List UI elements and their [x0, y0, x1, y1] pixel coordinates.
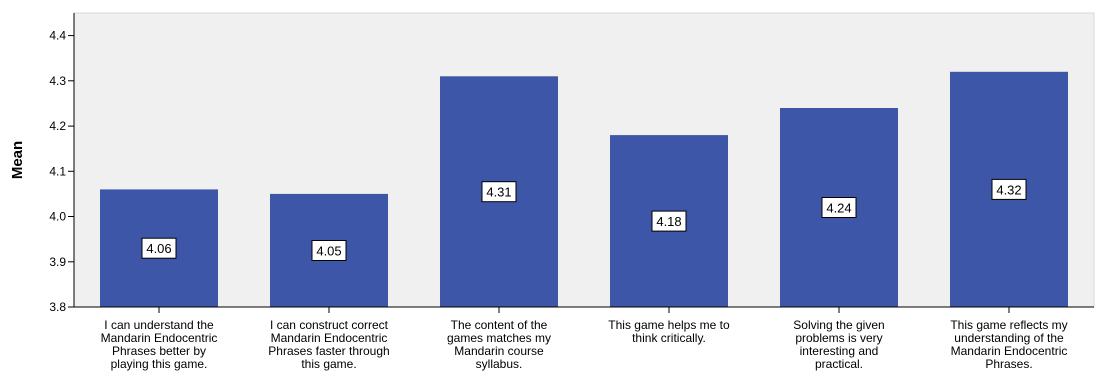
y-tick-label-3: 4.0 — [49, 210, 66, 224]
y-tick-label-4: 4.1 — [49, 164, 66, 178]
data-label-6: 4.32 — [996, 182, 1021, 197]
data-label-box-3 — [481, 181, 517, 203]
y-tick-label-5: 4.2 — [49, 119, 66, 133]
data-label-box-1 — [141, 237, 177, 259]
x-tick-label-5: Solving the given problems is very interes… — [793, 318, 884, 371]
data-label-box-4 — [651, 210, 687, 232]
data-label-box-2 — [311, 240, 347, 261]
data-label-5: 4.24 — [826, 201, 851, 216]
x-tick-label-1: I can understand the Mandarin Endocentric… — [101, 318, 218, 371]
x-tick-label-2: I can construct correct Mandarin Endocent… — [268, 318, 389, 371]
x-tick-label-6: This game reflects my understanding of th… — [950, 318, 1067, 371]
x-tick-label-4: This game helps me to think critically. — [608, 318, 730, 345]
plot-area — [73, 12, 1095, 308]
y-axis-label: Mean — [9, 141, 26, 179]
data-label-2: 4.05 — [316, 244, 341, 259]
data-label-box-5 — [821, 197, 857, 218]
data-label-box-6 — [991, 178, 1027, 200]
data-label-4: 4.18 — [656, 214, 681, 229]
y-tick-label-7: 4.4 — [49, 29, 66, 43]
x-tick-label-3: The content of the games matches my Mandar… — [447, 318, 551, 371]
y-tick-label-6: 4.3 — [49, 74, 66, 88]
data-label-1: 4.06 — [146, 241, 171, 256]
y-tick-label-2: 3.9 — [49, 255, 66, 269]
data-label-3: 4.31 — [486, 185, 511, 200]
y-tick-label-1: 3.8 — [49, 300, 66, 314]
